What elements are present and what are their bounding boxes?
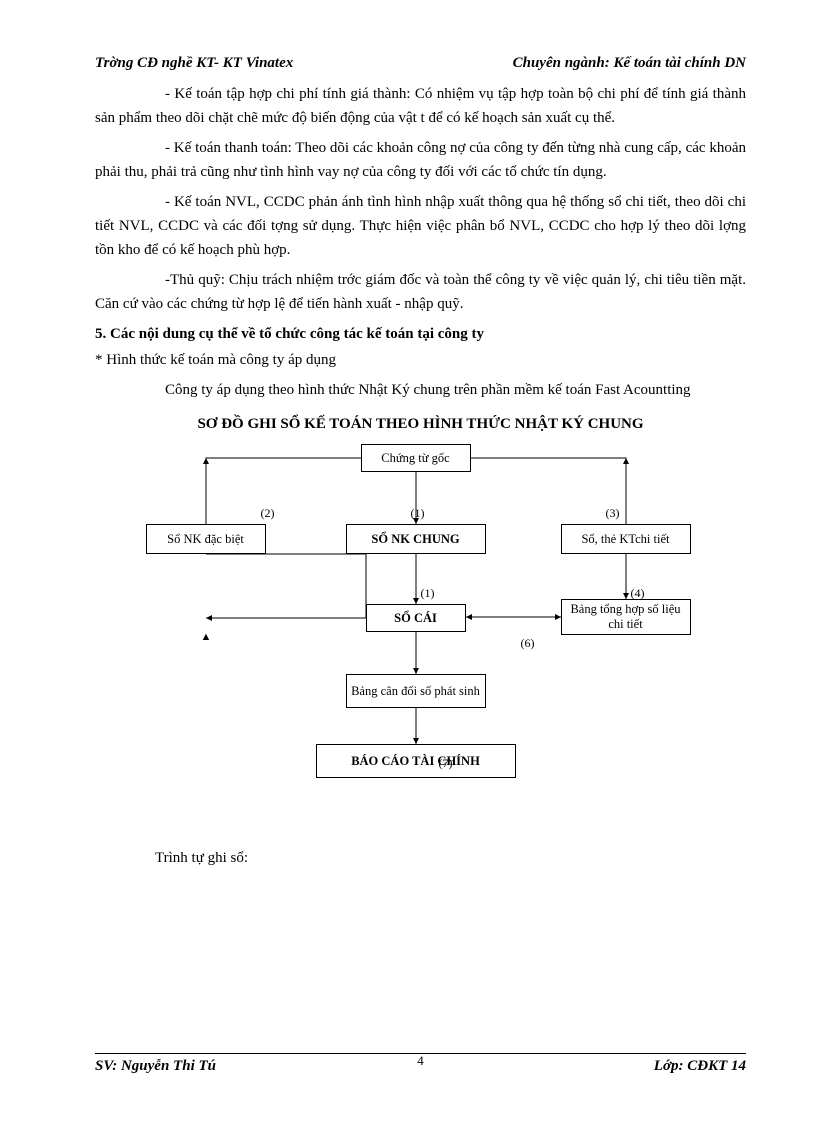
flowchart-node-n2: SỔ NK CHUNG (346, 524, 486, 554)
paragraph-5: Công ty áp dụng theo hình thức Nhật Ký c… (95, 378, 746, 402)
paragraph-3: - Kế toán NVL, CCDC phản ánh tình hình n… (95, 190, 746, 262)
trailing-text: Trình tự ghi sổ: (95, 846, 746, 870)
flowchart-edge-1 (206, 458, 361, 524)
flowchart-node-n1: Sổ NK đặc biệt (146, 524, 266, 554)
section-5-sub: * Hình thức kế toán mà công ty áp dụng (95, 348, 746, 372)
edge-label-e2: (2) (261, 504, 275, 523)
page-header: Trờng CĐ nghề KT- KT Vinatex Chuyên ngàn… (95, 55, 746, 72)
header-left: Trờng CĐ nghề KT- KT Vinatex (95, 55, 293, 72)
edge-label-e1: (1) (411, 504, 425, 523)
paragraph-1: - Kế toán tập hợp chi phí tính giá thành… (95, 82, 746, 130)
marker-triangle: ▲ (201, 629, 212, 647)
edge-label-e3: (3) (606, 504, 620, 523)
diagram-title: SƠ ĐỒ GHI SỔ KẾ TOÁN THEO HÌNH THỨC NHẬT… (95, 412, 746, 436)
flowchart-node-n4: SỔ CÁI (366, 604, 466, 632)
page-number: 4 (417, 1053, 424, 1069)
flowchart-node-n6: Bảng cân đối số phát sinh (346, 674, 486, 708)
page-footer: SV: Nguyễn Thi Tú 4 Lớp: CĐKT 14 (95, 1053, 746, 1075)
body-text: - Kế toán tập hợp chi phí tính giá thành… (95, 82, 746, 870)
edge-label-e6: (6) (521, 634, 535, 653)
footer-right: Lớp: CĐKT 14 (654, 1058, 746, 1075)
paragraph-2: - Kế toán thanh toán: Theo dõi các khoản… (95, 136, 746, 184)
flowchart-edge-6 (206, 554, 366, 618)
edge-label-e4: (4) (631, 584, 645, 603)
footer-left: SV: Nguyễn Thi Tú (95, 1058, 216, 1075)
paragraph-4: -Thủ quỹ: Chịu trách nhiệm trớc giám đốc… (95, 268, 746, 316)
flowchart-edge-2 (471, 458, 626, 524)
flowchart-node-n0: Chứng từ gốc (361, 444, 471, 472)
section-5-title: 5. Các nội dung cụ thể về tổ chức công t… (95, 322, 746, 346)
header-right: Chuyên ngành: Kế toán tài chính DN (513, 55, 746, 72)
flowchart: Chứng từ gốc Sổ NK đặc biệt SỔ NK CHUNG Sổ,… (131, 444, 711, 824)
flowchart-node-n7: BÁO CÁO TÀI CHÍNH (316, 744, 516, 778)
edge-label-e7: (7) (439, 754, 453, 773)
flowchart-node-n5: Bảng tổng hợp số liệu chi tiết (561, 599, 691, 635)
edge-label-e1b: (1) (421, 584, 435, 603)
flowchart-node-n3: Sổ, thẻ KTchi tiết (561, 524, 691, 554)
